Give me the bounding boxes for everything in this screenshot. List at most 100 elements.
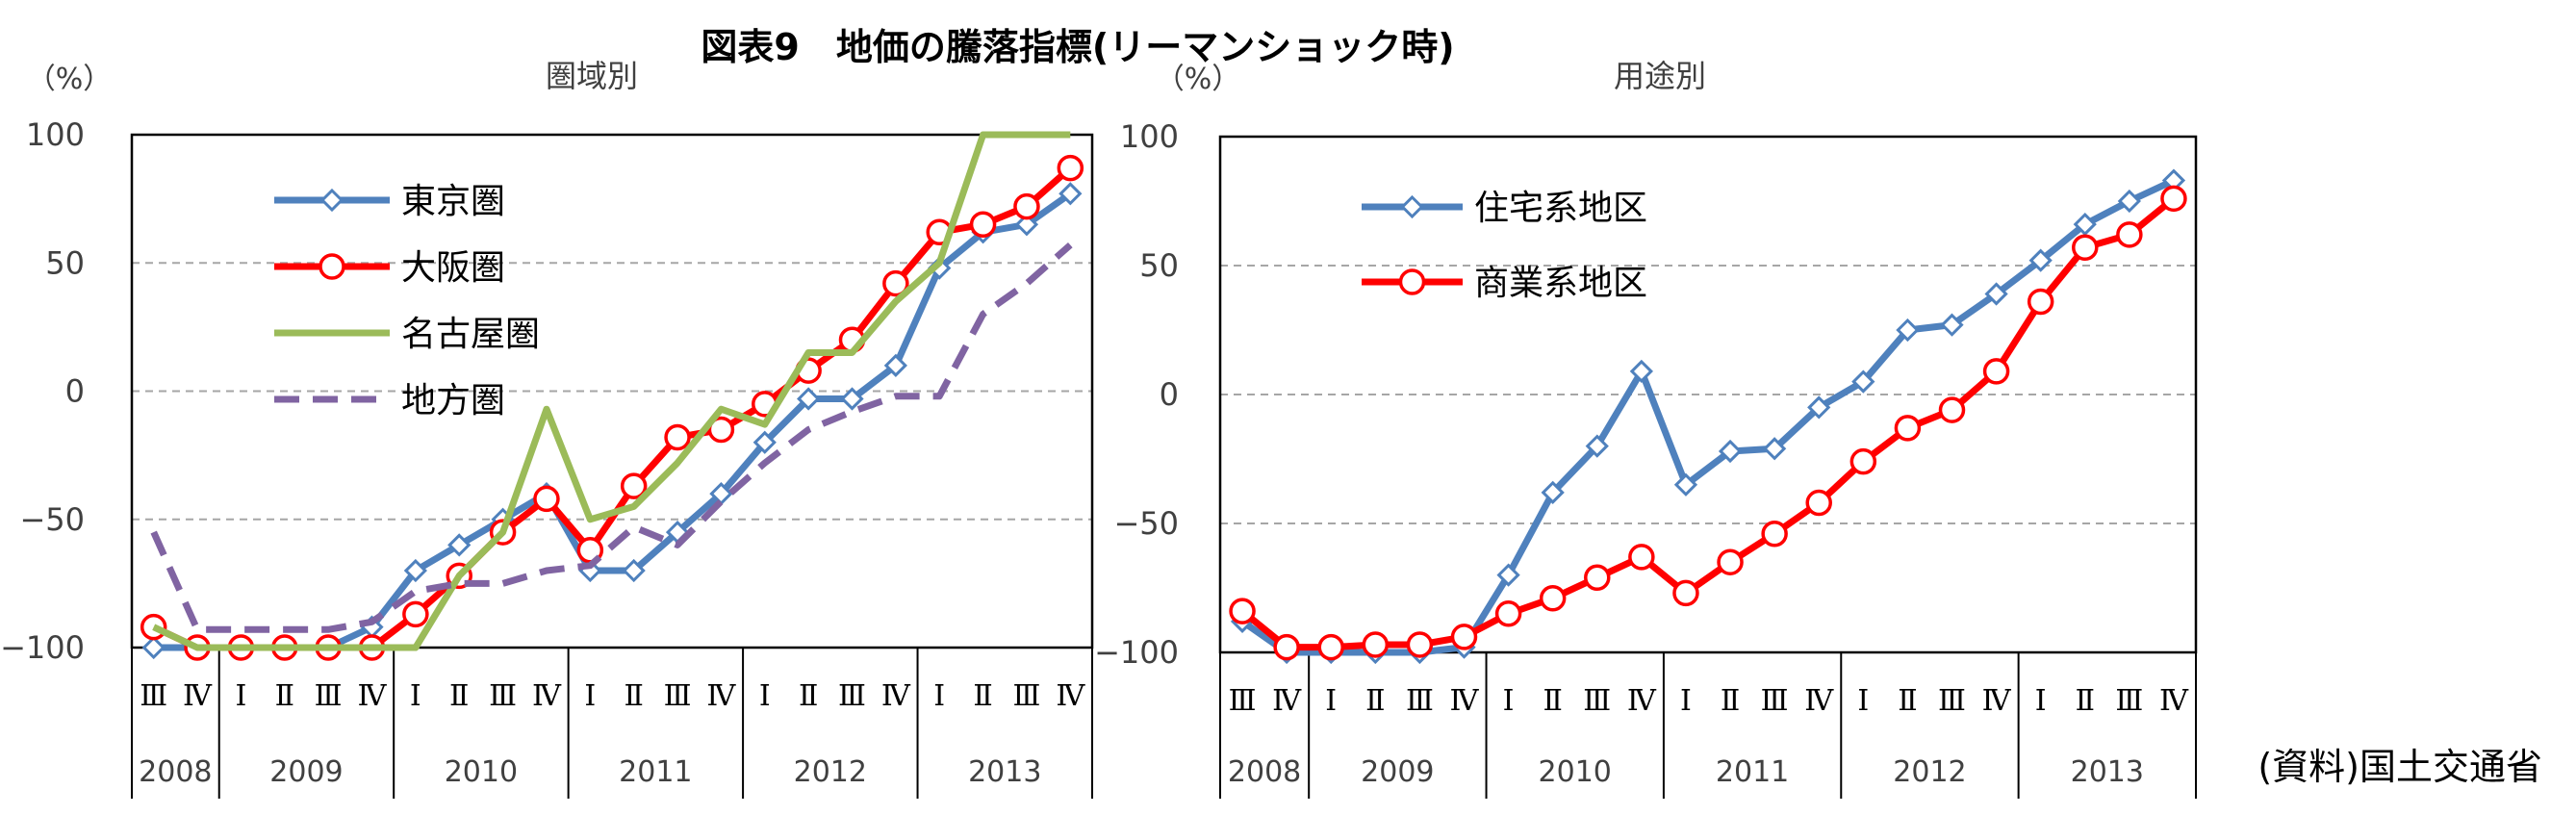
year-tick-label: 2009 xyxy=(1361,755,1434,789)
quarter-tick-label: Ⅲ xyxy=(489,679,517,713)
data-point xyxy=(1317,633,1344,661)
quarter-tick-label: Ⅰ xyxy=(235,679,246,713)
quarter-tick-label: Ⅱ xyxy=(2076,684,2095,718)
year-tick-label: 2010 xyxy=(445,755,518,789)
quarter-tick-label: Ⅲ xyxy=(664,679,692,713)
data-point xyxy=(797,387,821,411)
data-point xyxy=(1672,579,1699,607)
data-point xyxy=(1849,447,1877,475)
year-tick-label: 2011 xyxy=(1716,755,1789,789)
y-tick-label: −50 xyxy=(1113,505,1179,542)
quarter-tick-label: Ⅳ xyxy=(2159,684,2189,718)
data-point xyxy=(1362,631,1390,658)
quarter-tick-label: Ⅲ xyxy=(1406,684,1434,718)
quarter-tick-label: Ⅳ xyxy=(1272,684,1302,718)
y-tick-label: −50 xyxy=(19,501,85,538)
data-point xyxy=(1894,415,1922,442)
plot-border xyxy=(1218,135,2198,654)
legend-marker xyxy=(1398,268,1426,295)
legend-label: 住宅系地区 xyxy=(1474,189,1647,228)
data-point xyxy=(2116,221,2143,248)
data-point xyxy=(2117,189,2141,214)
legend-marker xyxy=(319,253,345,280)
y-tick-label: 50 xyxy=(1139,247,1179,284)
data-point xyxy=(402,600,429,628)
quarter-tick-label: Ⅱ xyxy=(799,679,818,713)
plot-border xyxy=(130,133,1094,649)
quarter-tick-label: Ⅱ xyxy=(973,679,992,713)
quarter-tick-label: Ⅲ xyxy=(1229,684,1257,718)
quarter-tick-label: Ⅱ xyxy=(1365,684,1385,718)
quarter-tick-label: Ⅰ xyxy=(2035,684,2047,718)
data-point xyxy=(1494,600,1522,627)
year-tick-label: 2012 xyxy=(794,755,867,789)
data-point xyxy=(447,533,472,557)
data-point xyxy=(969,211,997,239)
data-point xyxy=(1629,359,1653,384)
year-tick-label: 2013 xyxy=(2071,755,2144,789)
legend-label: 東京圏 xyxy=(401,182,505,221)
y-tick-label: −100 xyxy=(1094,634,1179,671)
data-point xyxy=(1896,318,1920,343)
legend-label: 大阪圏 xyxy=(401,248,505,288)
y-tick-label: 100 xyxy=(1120,118,1179,155)
year-tick-label: 2012 xyxy=(1893,755,1966,789)
quarter-tick-label: Ⅱ xyxy=(449,679,469,713)
data-point xyxy=(1450,624,1478,650)
data-point xyxy=(1229,598,1256,624)
quarter-tick-label: Ⅳ xyxy=(532,679,562,713)
data-point xyxy=(403,558,427,583)
quarter-tick-label: Ⅲ xyxy=(1012,679,1040,713)
quarter-tick-label: Ⅲ xyxy=(315,679,343,713)
data-point xyxy=(2027,288,2054,316)
series-line-名古屋圏 xyxy=(152,131,1071,651)
quarter-tick-label: Ⅳ xyxy=(1450,684,1480,718)
year-tick-label: 2008 xyxy=(1228,755,1301,789)
data-point xyxy=(1673,472,1698,497)
series-line-商業系地区 xyxy=(1239,195,2177,651)
source-note: (資料)国土交通省 xyxy=(2257,746,2542,788)
quarter-tick-label: Ⅰ xyxy=(1680,684,1692,718)
quarter-tick-label: Ⅰ xyxy=(1325,684,1337,718)
series-line-東京圏 xyxy=(153,191,1073,651)
quarter-tick-label: Ⅲ xyxy=(1583,684,1611,718)
year-tick-label: 2009 xyxy=(269,755,343,789)
data-point xyxy=(1541,480,1565,504)
data-point xyxy=(1273,633,1300,661)
chart-title: 圏域別 xyxy=(546,58,638,94)
data-point xyxy=(664,423,691,451)
series-line-地方圏 xyxy=(150,242,1073,633)
quarter-tick-label: Ⅳ xyxy=(1056,679,1085,713)
y-unit-label: （%） xyxy=(27,63,113,96)
quarter-tick-label: Ⅳ xyxy=(706,679,736,713)
data-point xyxy=(883,353,907,377)
quarter-tick-label: Ⅱ xyxy=(1898,684,1917,718)
quarter-tick-label: Ⅰ xyxy=(584,679,596,713)
data-point xyxy=(1763,437,1787,461)
quarter-tick-label: Ⅳ xyxy=(358,679,388,713)
data-point xyxy=(1938,396,1966,423)
figure-title: 図表9 地価の騰落指標(リーマンショック時) xyxy=(701,26,1454,68)
y-tick-label: 50 xyxy=(45,244,85,281)
quarter-tick-label: Ⅳ xyxy=(1627,684,1657,718)
data-point xyxy=(1014,213,1039,237)
data-point xyxy=(1982,358,2010,385)
quarter-tick-label: Ⅲ xyxy=(140,679,167,713)
data-point xyxy=(140,613,167,641)
year-tick-label: 2011 xyxy=(619,755,692,789)
legend-marker xyxy=(319,188,344,213)
y-tick-label: −100 xyxy=(0,629,85,666)
y-tick-label: 0 xyxy=(65,373,85,410)
quarter-tick-label: Ⅰ xyxy=(1503,684,1515,718)
year-tick-label: 2008 xyxy=(139,755,212,789)
data-point xyxy=(1585,434,1609,458)
data-point xyxy=(1584,564,1611,592)
data-point xyxy=(1496,563,1520,587)
data-point xyxy=(1058,182,1083,206)
y-tick-label: 100 xyxy=(26,116,85,153)
data-point xyxy=(1406,631,1434,658)
quarter-tick-label: Ⅲ xyxy=(1761,684,1789,718)
data-point xyxy=(141,635,166,660)
